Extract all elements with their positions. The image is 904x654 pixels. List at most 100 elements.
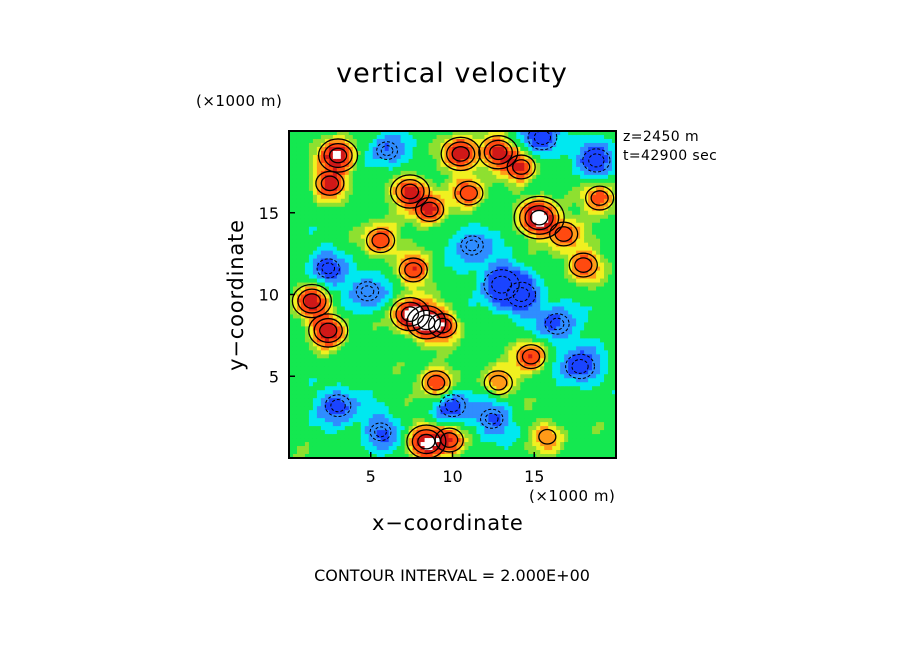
field-cell [328, 422, 334, 427]
field-cell [424, 262, 430, 268]
field-cell [292, 398, 298, 403]
field-cell [324, 194, 330, 200]
field-cell [428, 298, 434, 304]
field-cell [440, 162, 446, 168]
field-cell [312, 430, 318, 435]
field-cell [408, 266, 414, 272]
field-cell [328, 438, 334, 443]
field-cell [340, 174, 346, 180]
field-cell [512, 258, 517, 264]
field-cell [384, 398, 390, 403]
field-cell [292, 166, 298, 172]
field-cell [368, 294, 374, 300]
field-cell [404, 290, 410, 296]
field-cell [324, 222, 330, 228]
field-cell [408, 234, 414, 240]
field-cell [496, 366, 501, 371]
field-cell [360, 222, 366, 228]
field-cell [508, 454, 513, 458]
field-cell [480, 230, 485, 236]
field-cell [428, 138, 434, 144]
field-cell [364, 162, 370, 168]
field-cell [416, 386, 422, 391]
field-cell [444, 182, 450, 188]
field-cell [504, 278, 509, 284]
field-cell [292, 190, 298, 196]
field-cell [372, 410, 378, 415]
field-cell [480, 334, 485, 339]
field-cell [524, 442, 529, 447]
field-cell [336, 386, 342, 391]
field-cell [368, 338, 374, 343]
field-cell [324, 310, 330, 316]
field-cell [368, 406, 374, 411]
field-cell [352, 166, 358, 172]
field-cell [472, 166, 478, 172]
field-cell [289, 346, 294, 351]
field-cell [304, 446, 310, 451]
field-cell [348, 406, 354, 411]
field-cell [392, 258, 398, 264]
field-cell [520, 234, 525, 240]
field-cell [484, 334, 489, 339]
field-cell [488, 290, 493, 296]
field-cell [432, 394, 438, 399]
field-cell [316, 450, 322, 455]
field-cell [289, 190, 294, 196]
field-cell [296, 202, 302, 208]
field-cell [400, 406, 406, 411]
field-cell [356, 166, 362, 172]
field-cell [472, 194, 478, 200]
field-cell [316, 382, 322, 387]
field-cell [392, 210, 398, 216]
field-cell [516, 346, 521, 351]
field-cell [360, 454, 366, 458]
field-cell [488, 326, 493, 331]
field-cell [328, 318, 334, 324]
field-cell [352, 350, 358, 355]
field-cell [388, 210, 394, 216]
field-cell [372, 338, 378, 343]
field-cell [484, 318, 489, 324]
field-cell [380, 270, 386, 276]
field-cell [452, 270, 458, 276]
field-cell [424, 182, 430, 188]
field-cell [416, 318, 422, 324]
field-cell [312, 274, 318, 280]
field-cell [456, 402, 462, 407]
field-cell [444, 382, 450, 387]
field-cell [516, 174, 521, 180]
field-cell [512, 382, 517, 387]
field-cell [352, 330, 358, 335]
field-cell [504, 418, 509, 423]
field-cell [452, 294, 458, 300]
field-cell [440, 346, 446, 351]
field-cell [428, 202, 434, 208]
field-cell [436, 262, 442, 268]
field-cell [528, 234, 533, 240]
field-cell [456, 206, 462, 212]
field-cell [440, 218, 446, 224]
field-cell [308, 418, 314, 423]
field-cell [456, 258, 462, 264]
field-cell [420, 206, 426, 212]
field-cell [528, 294, 533, 300]
field-cell [508, 142, 513, 148]
field-cell [468, 138, 474, 144]
field-cell [320, 154, 326, 160]
field-cell [304, 218, 310, 224]
field-cell [289, 422, 294, 427]
field-cell [516, 242, 521, 248]
field-cell [528, 142, 533, 148]
field-cell [316, 262, 322, 268]
field-cell [356, 290, 362, 296]
field-cell [460, 138, 466, 144]
field-cell [472, 322, 478, 327]
field-cell [388, 278, 394, 284]
field-cell [432, 222, 438, 228]
field-cell [344, 402, 350, 407]
field-cell [308, 314, 314, 320]
field-cell [412, 334, 418, 339]
field-cell [480, 374, 485, 379]
field-cell [296, 214, 302, 220]
